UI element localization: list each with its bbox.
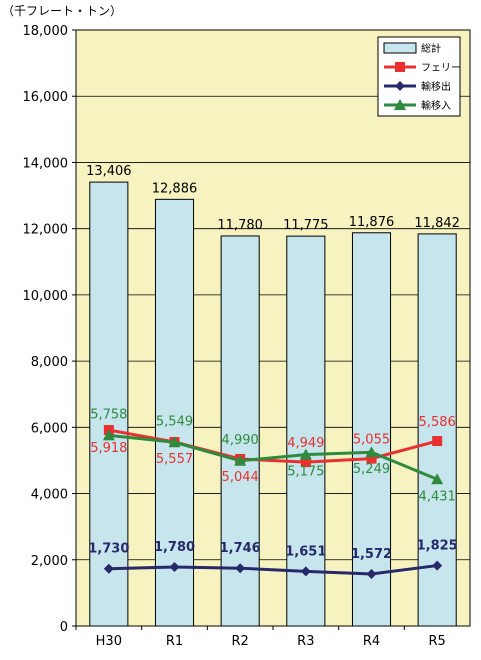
inbound-marker	[431, 473, 444, 485]
legend-swatch-bar	[383, 42, 417, 54]
y-tick-label: 14,000	[23, 156, 69, 171]
unit-label: （千フレート・トン）	[2, 4, 123, 18]
inbound-marker	[299, 448, 312, 460]
y-tick-label: 6,000	[31, 421, 68, 436]
outbound-marker	[300, 566, 311, 577]
y-tick-label: 18,000	[23, 24, 69, 39]
ferry-value-label: 4,949	[287, 436, 324, 451]
ferry-marker	[366, 453, 377, 464]
legend-swatch-marker	[395, 81, 405, 91]
x-tick-label: R4	[363, 634, 380, 649]
y-tick-label: 0	[60, 620, 68, 635]
x-tick-label: R1	[166, 634, 183, 649]
bar-value-label: 11,775	[283, 218, 329, 233]
inbound-marker	[102, 429, 115, 441]
bar-total	[351, 232, 392, 627]
inbound-marker	[365, 446, 378, 458]
x-tick-label: R5	[429, 634, 446, 649]
inbound-value-label: 5,249	[353, 462, 390, 477]
legend-label: 輸移出	[421, 80, 451, 93]
legend-label: 総計	[421, 42, 441, 55]
legend-label: フェリー	[421, 63, 461, 74]
outbound-marker	[103, 563, 114, 574]
outbound-line	[108, 564, 438, 576]
outbound-value-label: 1,746	[220, 541, 261, 556]
ferry-value-label: 5,918	[90, 441, 127, 456]
bar-value-label: 11,780	[217, 218, 263, 233]
legend-swatch-marker	[395, 62, 405, 72]
outbound-marker	[366, 568, 377, 579]
inbound-value-label: 5,175	[287, 465, 324, 480]
ferry-value-label: 5,586	[419, 415, 456, 430]
ferry-value-label: 5,044	[222, 470, 259, 485]
bar-value-label: 11,842	[414, 216, 460, 231]
bar-total	[220, 235, 260, 627]
y-tick-label: 12,000	[23, 223, 69, 238]
x-tick-label: R3	[297, 634, 314, 649]
y-tick-label: 2,000	[31, 554, 68, 569]
inbound-marker	[168, 436, 181, 448]
inbound-value-label: 4,990	[222, 433, 259, 448]
x-tick-label: H30	[96, 634, 122, 649]
outbound-value-label: 1,572	[351, 547, 392, 562]
outbound-marker	[169, 562, 180, 573]
outbound-value-label: 1,825	[417, 539, 458, 554]
outbound-value-label: 1,651	[285, 544, 326, 559]
inbound-marker	[234, 454, 247, 466]
bar-total	[154, 198, 195, 627]
bar-value-label: 12,886	[152, 181, 198, 196]
plot-area	[76, 30, 470, 626]
inbound-line	[108, 433, 438, 481]
bar-value-label: 11,876	[349, 215, 395, 230]
outbound-value-label: 1,730	[88, 542, 129, 557]
x-tick-label: R2	[232, 634, 249, 649]
inbound-value-label: 4,431	[419, 489, 456, 504]
y-tick-label: 8,000	[31, 355, 68, 370]
y-tick-label: 4,000	[31, 488, 68, 503]
ferry-marker	[432, 436, 443, 447]
inbound-value-label: 5,549	[156, 414, 193, 429]
ferry-marker	[300, 457, 311, 468]
outbound-value-label: 1,780	[154, 540, 195, 555]
legend-swatch-marker	[394, 99, 406, 110]
ferry-value-label: 5,557	[156, 452, 193, 467]
legend-label: 輸移入	[421, 99, 451, 112]
bar-value-label: 13,406	[86, 164, 132, 179]
outbound-marker	[432, 560, 443, 571]
bar-total	[286, 235, 326, 627]
y-tick-label: 16,000	[23, 90, 69, 105]
ferry-value-label: 5,055	[353, 433, 390, 448]
y-tick-label: 10,000	[23, 289, 69, 304]
inbound-value-label: 5,758	[90, 407, 127, 422]
outbound-marker	[235, 563, 246, 574]
bar-total	[89, 181, 129, 627]
